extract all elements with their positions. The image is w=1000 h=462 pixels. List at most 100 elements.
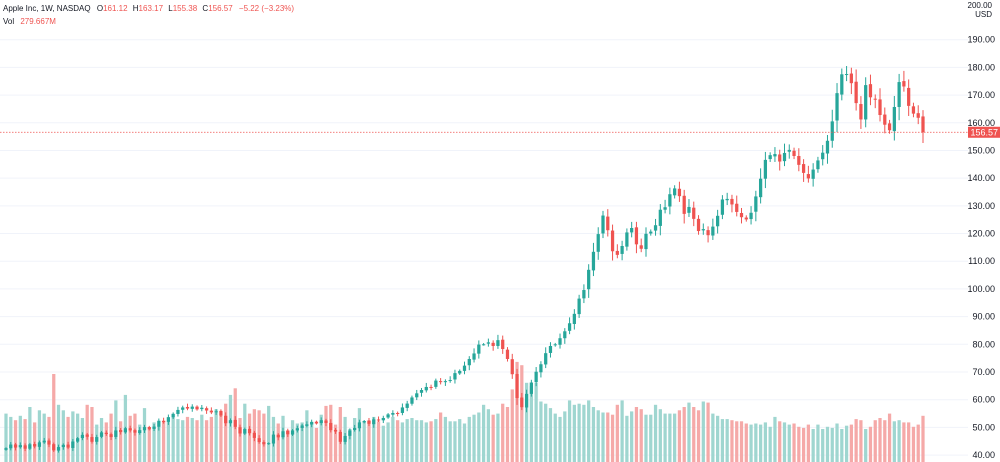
candle-body: [66, 444, 70, 448]
volume-bar: [286, 430, 290, 462]
volume-bar: [782, 422, 787, 462]
volume-bar: [553, 413, 557, 462]
candle-body: [496, 340, 500, 346]
candle-body: [209, 410, 213, 413]
candle-body: [481, 344, 486, 346]
candle-body: [601, 215, 605, 234]
candle-body: [615, 250, 619, 255]
ohlc-row: Apple Inc, 1W, NASDAQ O161.12 H163.17 L1…: [3, 2, 294, 15]
volume-bar: [496, 413, 500, 462]
candle-body: [620, 246, 624, 254]
high-label: H: [132, 4, 139, 13]
candle-body: [142, 427, 147, 431]
y-tick-label: 150.00: [967, 145, 995, 155]
volume-bar: [161, 421, 166, 462]
candle-body: [682, 195, 686, 214]
candle-body: [749, 212, 753, 220]
candle-body: [548, 345, 553, 353]
volume-bar: [9, 416, 13, 462]
candle-body: [792, 150, 796, 156]
volume-bar: [176, 419, 180, 462]
symbol-title[interactable]: Apple Inc, 1W, NASDAQ: [3, 4, 91, 13]
candle-body: [329, 422, 333, 431]
volume-bar: [181, 420, 185, 462]
volume-bar: [696, 410, 701, 462]
candle-body: [85, 434, 89, 437]
price-axis-top-value: 200.00: [967, 1, 992, 10]
volume-bar: [133, 413, 137, 462]
y-tick-label: 140.00: [967, 173, 995, 183]
volume-bar: [625, 415, 629, 462]
volume-bar: [262, 413, 266, 462]
volume-bar: [849, 424, 853, 462]
open-label: O: [96, 4, 104, 13]
volume-bar: [52, 374, 56, 462]
volume-bar: [539, 401, 543, 462]
candle-body: [630, 228, 634, 233]
volume-bar: [501, 403, 505, 462]
volume-bar: [372, 416, 376, 462]
candle-body: [47, 440, 51, 445]
volume-bar: [329, 404, 333, 462]
volume-bar: [453, 421, 457, 462]
volume-bar: [214, 409, 218, 462]
volume-bar: [458, 419, 462, 462]
candle-body: [9, 444, 13, 449]
volume-bar: [61, 410, 65, 462]
candle-body: [324, 420, 328, 423]
price-axis[interactable]: 40.00 50.00 60.00 70.00 80.00 90.00 100.00 110.…: [967, 35, 995, 460]
volume-bar: [415, 420, 419, 462]
volume-bar: [787, 424, 791, 462]
candle-body: [405, 403, 409, 408]
candle-body: [644, 233, 648, 250]
candle-body: [161, 420, 166, 423]
volume-bar: [529, 386, 533, 462]
candle-body: [887, 123, 892, 131]
last-price-tag: 156.57: [968, 126, 1000, 138]
candle-body: [362, 421, 366, 423]
volume-bar: [601, 412, 605, 462]
candle-body: [491, 342, 495, 346]
candle-body: [190, 406, 194, 409]
volume-bar: [319, 414, 323, 462]
y-tick-label: 50.00: [972, 422, 995, 432]
candle-body: [319, 420, 323, 424]
volume-bar: [28, 407, 32, 462]
volume-bar: [596, 410, 600, 462]
volume-bar: [185, 416, 190, 462]
candle-body: [166, 417, 171, 422]
candle-body: [310, 421, 314, 425]
candle-body: [157, 420, 161, 427]
candle-body: [257, 438, 261, 443]
volume-bar: [367, 420, 371, 462]
candle-body: [782, 152, 787, 162]
volume-bar: [152, 422, 156, 462]
candle-body: [687, 206, 691, 213]
candle-body: [716, 215, 720, 227]
high-value: 163.17: [138, 4, 164, 13]
candle-body: [539, 364, 543, 373]
volume-bar: [353, 418, 357, 462]
candle-body: [878, 99, 882, 116]
volume-bar: [410, 418, 414, 462]
candle-body: [443, 381, 448, 383]
candle-body: [859, 104, 863, 120]
candle-body: [233, 419, 237, 427]
candle-body: [138, 430, 142, 434]
volume-bar: [104, 422, 108, 462]
volume-bar: [424, 422, 428, 462]
candle-body: [286, 430, 290, 435]
volume-bar: [735, 421, 739, 462]
candle-body: [701, 229, 705, 231]
volume-bar: [71, 411, 75, 462]
candle-body: [152, 426, 156, 429]
candle-body: [902, 81, 906, 87]
volume-bar: [639, 409, 643, 462]
volume-bar: [773, 416, 777, 462]
volume-bar: [916, 424, 920, 462]
volume-bar: [854, 419, 858, 462]
candle-body: [515, 374, 519, 399]
volume-bar: [166, 421, 171, 462]
candle-body: [42, 440, 46, 443]
